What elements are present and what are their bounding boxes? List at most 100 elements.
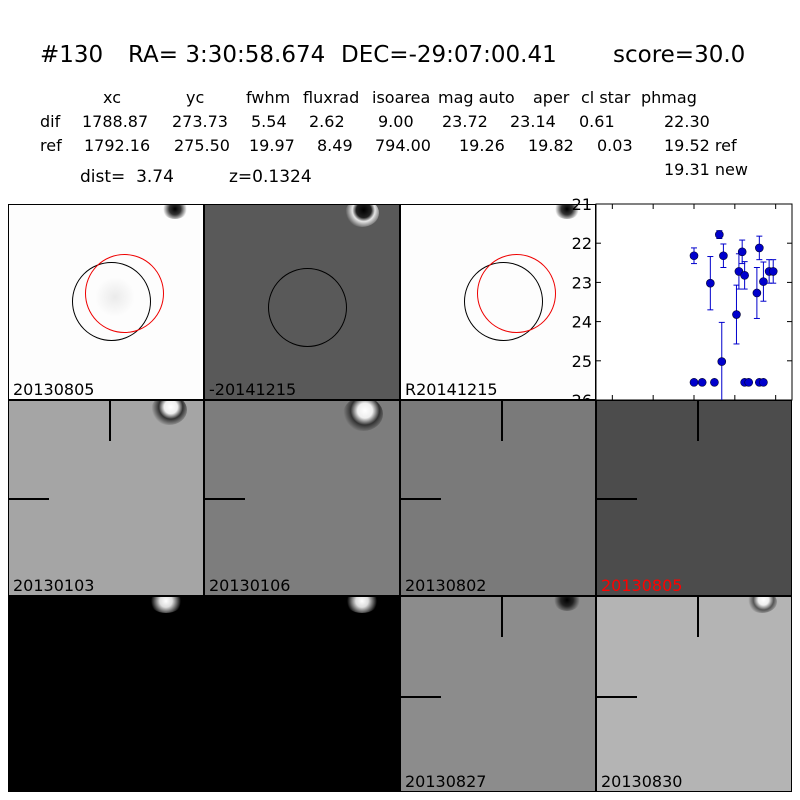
crosshair-horizontal xyxy=(597,498,637,500)
data-point xyxy=(759,277,768,286)
data-point xyxy=(706,278,715,288)
dif-mag-auto: 23.72 xyxy=(442,112,488,131)
redshift-value: z=0.1324 xyxy=(229,167,312,187)
crosshair-vertical xyxy=(697,401,699,441)
data-point xyxy=(759,378,768,387)
stamp-panel-epoch: 20130103 xyxy=(8,400,204,596)
col-aper: aper xyxy=(533,88,570,107)
data-point xyxy=(737,247,747,257)
data-point xyxy=(689,251,699,261)
crosshair-vertical xyxy=(501,597,503,637)
y-tick-label: 23 xyxy=(572,273,592,292)
ra-value: RA= 3:30:58.674 xyxy=(128,42,326,68)
data-point xyxy=(752,288,762,298)
ref-cl-star: 0.03 xyxy=(597,136,633,155)
dist-value: dist= 3.74 xyxy=(80,167,174,187)
dipole-residual xyxy=(343,401,383,431)
data-point xyxy=(717,357,727,366)
data-point xyxy=(710,378,719,387)
ref-fluxrad: 8.49 xyxy=(317,136,353,155)
data-point xyxy=(768,267,778,276)
plot-frame xyxy=(595,203,793,401)
crosshair-vertical xyxy=(697,597,699,637)
light-curve-svg: 212223242526−100−50050100 xyxy=(572,195,793,421)
neighbor-source xyxy=(149,597,183,613)
stamp-panel-epoch: 20130830 xyxy=(596,596,792,792)
y-tick-label: 22 xyxy=(572,234,592,253)
diff-aperture-circle xyxy=(268,268,347,347)
y-tick-label: 25 xyxy=(572,352,592,371)
ref-fwhm: 19.97 xyxy=(249,136,295,155)
data-point xyxy=(740,271,749,280)
dif-row-label: dif xyxy=(40,112,61,131)
ref-mag-auto: 19.26 xyxy=(459,136,505,155)
crosshair-horizontal xyxy=(9,498,49,500)
col-fwhm: fwhm xyxy=(246,88,291,107)
data-point xyxy=(689,378,699,387)
col-yc: yc xyxy=(186,88,205,107)
data-point xyxy=(715,230,724,239)
stamp-panel-epoch: 20130802 xyxy=(400,400,596,596)
panel-date-label: 20130805 xyxy=(13,379,95,399)
new-aperture-circle xyxy=(85,254,164,333)
stamp-panel-epoch xyxy=(8,596,204,792)
crosshair-horizontal xyxy=(205,498,245,500)
ref-yc: 275.50 xyxy=(174,136,230,155)
ref-isoarea: 794.00 xyxy=(375,136,431,155)
dif-yc: 273.73 xyxy=(172,112,228,131)
stamp-panel-new: 20130805 xyxy=(8,204,204,400)
ref-row-label: ref xyxy=(40,136,62,155)
col-xc: xc xyxy=(103,88,121,107)
data-point xyxy=(755,243,764,253)
dif-isoarea: 9.00 xyxy=(378,112,414,131)
stamp-panel-epoch: 20130827 xyxy=(400,596,596,792)
panel-date-label: 20130106 xyxy=(209,575,291,595)
stamp-panel-epoch: 20130106 xyxy=(204,400,400,596)
neighbor-source xyxy=(554,205,580,219)
dif-phmag: 22.30 xyxy=(664,112,710,131)
ref-phmag: 19.52 ref xyxy=(664,136,737,155)
stamp-panel-ref: R20141215 xyxy=(400,204,596,400)
stamp-panel-diff: -20141215 xyxy=(204,204,400,400)
ref-aper: 19.82 xyxy=(528,136,574,155)
dif-aper: 23.14 xyxy=(510,112,556,131)
dec-value: DEC=-29:07:00.41 xyxy=(341,42,557,68)
stamp-panel-epoch xyxy=(204,596,400,792)
dipole-residual xyxy=(345,205,379,227)
panel-date-label: 20130103 xyxy=(13,575,95,595)
dif-cl-star: 0.61 xyxy=(579,112,615,131)
new-phmag: 19.31 new xyxy=(664,160,748,179)
neighbor-source xyxy=(162,205,188,219)
data-point xyxy=(719,251,728,261)
data-point xyxy=(697,378,707,387)
y-tick-label: 21 xyxy=(572,195,592,214)
stamp-panel-epoch-highlighted: 20130805 xyxy=(596,400,792,596)
dipole-residual xyxy=(747,597,777,613)
crosshair-horizontal xyxy=(401,696,441,698)
candidate-id: #130 xyxy=(40,42,104,68)
crosshair-vertical xyxy=(109,401,111,441)
dif-fwhm: 5.54 xyxy=(251,112,287,131)
neighbor-source xyxy=(345,597,379,613)
col-isoarea: isoarea xyxy=(372,88,431,107)
new-aperture-circle xyxy=(477,254,556,333)
panel-date-label: 20130827 xyxy=(405,771,487,791)
dif-xc: 1788.87 xyxy=(82,112,149,131)
panel-date-label: 20130830 xyxy=(601,771,683,791)
crosshair-vertical xyxy=(501,401,503,441)
col-fluxrad: fluxrad xyxy=(303,88,360,107)
score-value: score=30.0 xyxy=(613,42,746,68)
ref-xc: 1792.16 xyxy=(84,136,151,155)
y-tick-label: 24 xyxy=(572,313,592,332)
col-cl-star: cl star xyxy=(581,88,631,107)
neighbor-source xyxy=(553,597,581,611)
col-mag-auto: mag auto xyxy=(438,88,515,107)
dif-fluxrad: 2.62 xyxy=(309,112,345,131)
panel-date-label-highlighted: 20130805 xyxy=(601,575,683,595)
light-curve-plot: 212223242526−100−50050100 xyxy=(572,195,800,421)
panel-date-label: -20141215 xyxy=(209,379,297,399)
crosshair-horizontal xyxy=(401,498,441,500)
panel-date-label: R20141215 xyxy=(405,379,498,399)
data-point xyxy=(732,310,741,319)
dipole-residual xyxy=(151,401,187,425)
